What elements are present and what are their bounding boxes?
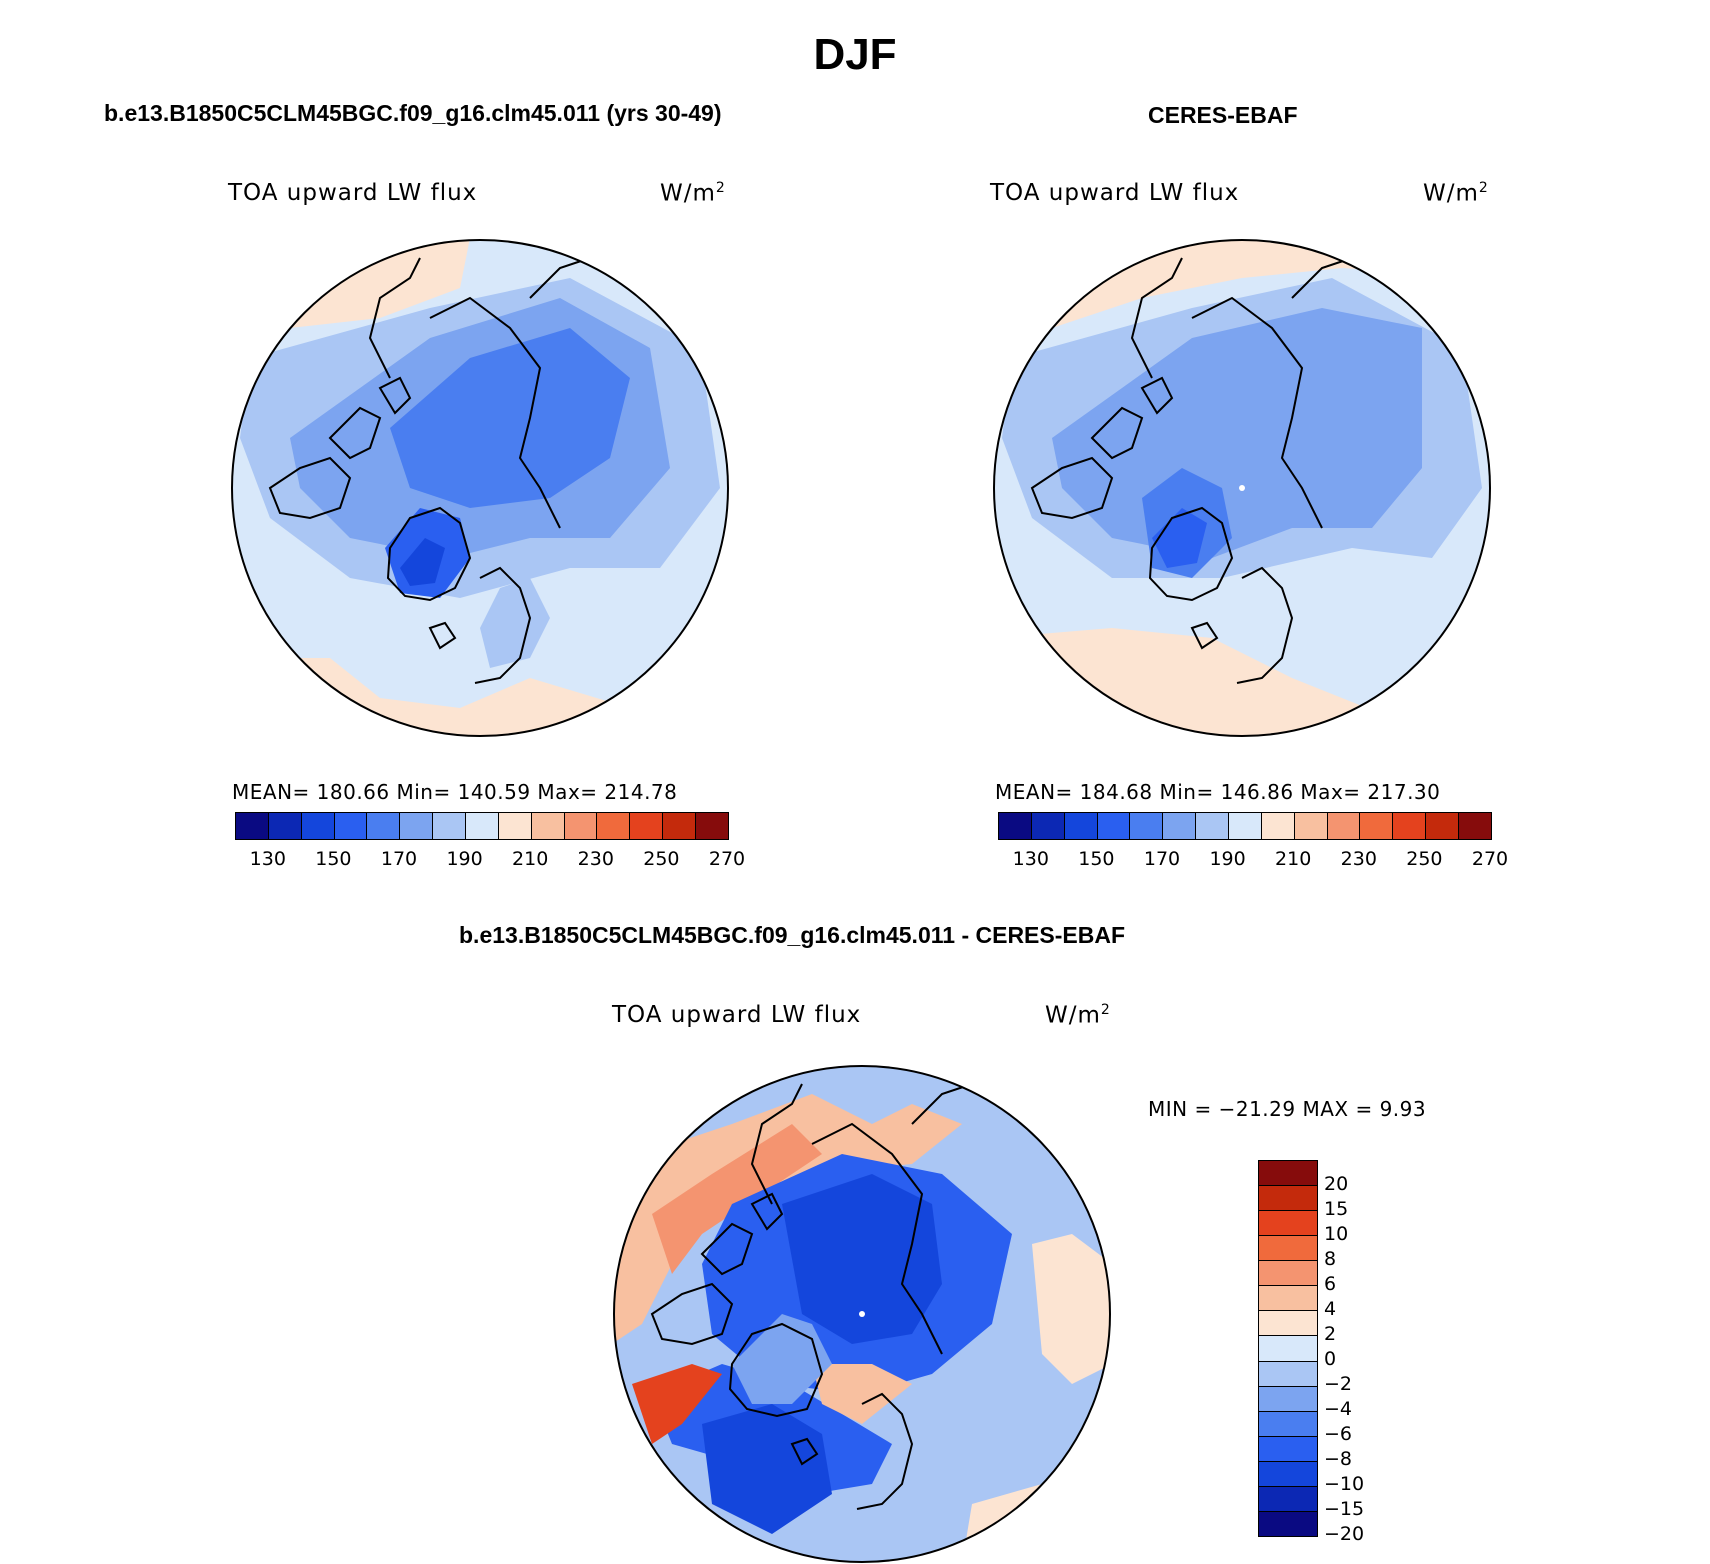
colorbar-tick-label: 0: [1324, 1348, 1337, 1370]
colorbar-diff-ticks: 20 15 10 8 6 4 2 0 −2 −4 −6 −8 −10 −15 −20: [1324, 1160, 1384, 1545]
colorbar-model: [235, 812, 729, 840]
colorbar-model-ticks: 130 150 170 190 210 230 250 270: [235, 848, 745, 872]
colorbar-swatch: [1259, 1411, 1317, 1437]
panel-obs-stats: MEAN= 184.68 Min= 146.86 Max= 217.30: [995, 780, 1441, 804]
colorbar-tick-label: 170: [380, 848, 418, 870]
panel-model-field: TOA upward LW flux: [228, 180, 478, 206]
colorbar-tick-label: 270: [1471, 848, 1509, 870]
panel-model-units: W/m2: [660, 180, 726, 207]
colorbar-tick-label: 230: [577, 848, 614, 870]
colorbar-swatch: [1360, 813, 1394, 839]
colorbar-tick-label: −4: [1324, 1398, 1353, 1420]
colorbar-tick-label: 130: [1012, 848, 1049, 870]
colorbar-swatch: [1259, 1236, 1317, 1262]
colorbar-tick-label: 210: [1275, 848, 1312, 870]
colorbar-tick-label: 150: [1078, 848, 1115, 870]
colorbar-tick-label: 4: [1324, 1298, 1337, 1320]
colorbar-swatch: [1259, 1186, 1317, 1212]
colorbar-swatch: [1259, 1286, 1317, 1312]
colorbar-diff: [1258, 1160, 1318, 1537]
colorbar-swatch: [1229, 813, 1262, 839]
colorbar-swatch: [1259, 1361, 1317, 1387]
colorbar-swatch: [236, 813, 269, 839]
colorbar-swatch: [1097, 813, 1131, 839]
colorbar-swatch: [268, 813, 302, 839]
colorbar-tick-label: −6: [1324, 1423, 1353, 1445]
map-diff: [613, 1065, 1111, 1563]
colorbar-tick-label: 10: [1324, 1223, 1349, 1245]
colorbar-swatch: [1031, 813, 1065, 839]
panel-diff-stats: MIN = −21.29 MAX = 9.93: [1148, 1097, 1427, 1121]
colorbar-swatch: [367, 813, 401, 839]
colorbar-tick-label: 6: [1324, 1273, 1337, 1295]
colorbar-tick-label: −15: [1324, 1498, 1365, 1520]
colorbar-swatch: [663, 813, 697, 839]
colorbar-swatch: [1259, 1436, 1317, 1462]
colorbar-swatch: [564, 813, 598, 839]
colorbar-tick-label: 130: [249, 848, 286, 870]
colorbar-swatch: [334, 813, 368, 839]
colorbar-swatch: [597, 813, 631, 839]
figure-title: DJF: [813, 30, 897, 79]
panel-obs-units: W/m2: [1423, 180, 1489, 207]
colorbar-tick-label: 190: [1209, 848, 1246, 870]
colorbar-obs: [998, 812, 1492, 840]
colorbar-tick-label: 170: [1143, 848, 1181, 870]
colorbar-tick-label: 150: [315, 848, 352, 870]
colorbar-swatch: [1294, 813, 1328, 839]
colorbar-tick-label: 250: [1406, 848, 1443, 870]
colorbar-swatch: [1196, 813, 1230, 839]
colorbar-tick-label: 210: [512, 848, 549, 870]
colorbar-tick-label: 270: [708, 848, 746, 870]
colorbar-obs-ticks: 130 150 170 190 210 230 250 270: [998, 848, 1508, 872]
panel-model-title: b.e13.B1850C5CLM45BGC.f09_g16.clm45.011 …: [104, 100, 722, 126]
colorbar-swatch: [1259, 1461, 1317, 1487]
colorbar-tick-label: −8: [1324, 1448, 1353, 1470]
colorbar-swatch: [696, 813, 728, 839]
panel-obs-title: CERES-EBAF: [1148, 102, 1298, 128]
colorbar-swatch: [1259, 1261, 1317, 1287]
panel-diff-field: TOA upward LW flux: [612, 1002, 862, 1028]
colorbar-tick-label: −20: [1324, 1523, 1365, 1545]
colorbar-tick-label: 8: [1324, 1248, 1337, 1270]
colorbar-swatch: [1426, 813, 1460, 839]
colorbar-swatch: [498, 813, 532, 839]
colorbar-swatch: [630, 813, 664, 839]
colorbar-swatch: [1259, 1311, 1317, 1337]
colorbar-swatch: [1259, 1211, 1317, 1237]
colorbar-swatch: [1393, 813, 1427, 839]
panel-obs-field: TOA upward LW flux: [990, 180, 1240, 206]
colorbar-tick-label: 250: [643, 848, 680, 870]
panel-model-stats: MEAN= 180.66 Min= 140.59 Max= 214.78: [232, 780, 678, 804]
colorbar-swatch: [433, 813, 467, 839]
colorbar-swatch: [400, 813, 434, 839]
colorbar-tick-label: 2: [1324, 1323, 1337, 1345]
colorbar-swatch: [1163, 813, 1197, 839]
colorbar-swatch: [531, 813, 565, 839]
colorbar-tick-label: 190: [446, 848, 483, 870]
colorbar-tick-label: 230: [1340, 848, 1377, 870]
colorbar-swatch: [1261, 813, 1295, 839]
colorbar-tick-label: 15: [1324, 1198, 1349, 1220]
colorbar-swatch: [1259, 1161, 1317, 1187]
colorbar-swatch: [1259, 1486, 1317, 1512]
colorbar-swatch: [1064, 813, 1098, 839]
colorbar-swatch: [1459, 813, 1491, 839]
colorbar-tick-label: −2: [1324, 1373, 1353, 1395]
colorbar-swatch: [1259, 1336, 1317, 1362]
colorbar-tick-label: −10: [1324, 1473, 1365, 1495]
colorbar-swatch: [999, 813, 1032, 839]
colorbar-swatch: [1259, 1386, 1317, 1412]
colorbar-swatch: [466, 813, 499, 839]
colorbar-swatch: [1259, 1511, 1317, 1536]
colorbar-swatch: [1327, 813, 1361, 839]
colorbar-tick-label: 20: [1324, 1173, 1349, 1195]
colorbar-swatch: [1130, 813, 1164, 839]
map-model: [231, 239, 729, 737]
map-obs: [993, 239, 1491, 737]
colorbar-swatch: [301, 813, 335, 839]
panel-diff-units: W/m2: [1045, 1002, 1111, 1029]
panel-diff-title: b.e13.B1850C5CLM45BGC.f09_g16.clm45.011 …: [459, 922, 1126, 948]
